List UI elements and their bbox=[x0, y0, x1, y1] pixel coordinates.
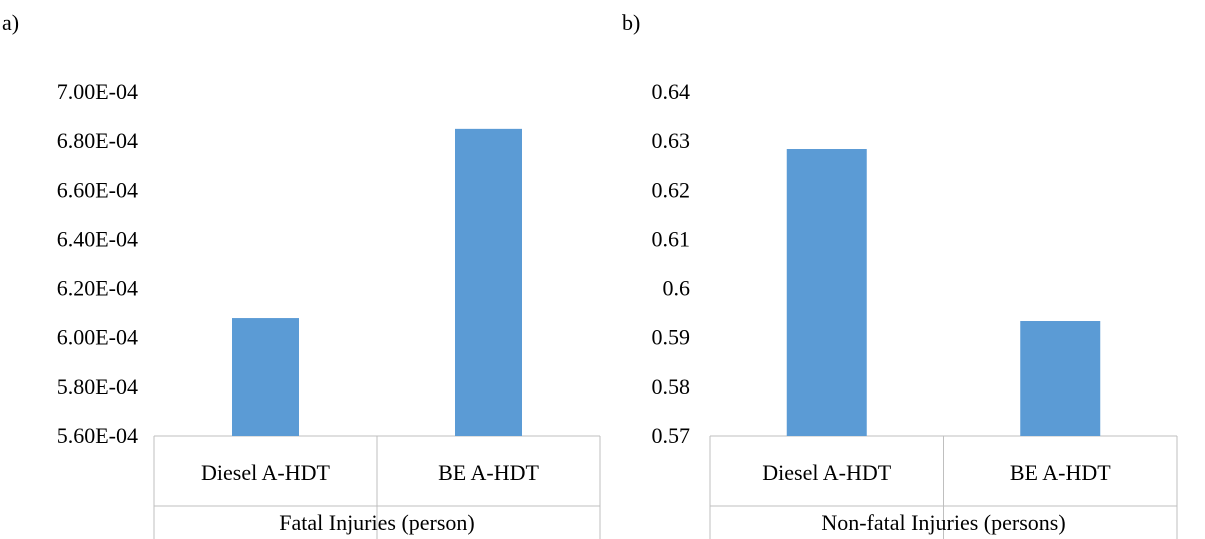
bar bbox=[786, 149, 867, 436]
category-label: BE A-HDT bbox=[438, 460, 539, 485]
category-label: Diesel A-HDT bbox=[762, 460, 891, 485]
y-tick-label: 0.61 bbox=[652, 226, 691, 251]
bar bbox=[455, 128, 522, 436]
y-tick-label: 0.64 bbox=[652, 79, 691, 104]
category-label: BE A-HDT bbox=[1010, 460, 1111, 485]
bar bbox=[1020, 321, 1101, 436]
y-tick-label: 6.00E-04 bbox=[57, 325, 138, 350]
y-tick-label: 0.59 bbox=[652, 325, 691, 350]
panel-label-b: b) bbox=[622, 10, 640, 35]
y-tick-label: 0.58 bbox=[652, 374, 691, 399]
y-tick-label: 0.6 bbox=[663, 276, 691, 301]
x-axis-title: Fatal Injuries (person) bbox=[279, 510, 475, 535]
y-tick-label: 6.20E-04 bbox=[57, 276, 138, 301]
chart-panel-a: a) 5.60E-04 5.80E-04 6.00E-04 6.20E-04 6.40E… bbox=[2, 10, 601, 539]
chart-panel-b: b) 0.57 0.58 0.59 0.6 0.61 0.62 0.63 0.64 Diesel… bbox=[622, 10, 1178, 539]
y-tick-label: 7.00E-04 bbox=[57, 79, 138, 104]
x-axis-title: Non-fatal Injuries (persons) bbox=[821, 510, 1065, 535]
category-label: Diesel A-HDT bbox=[201, 460, 330, 485]
y-tick-label: 5.80E-04 bbox=[57, 374, 138, 399]
y-tick-label: 6.80E-04 bbox=[57, 128, 138, 153]
y-tick-label: 6.40E-04 bbox=[57, 226, 138, 251]
y-tick-label: 0.57 bbox=[652, 423, 691, 448]
y-tick-label: 5.60E-04 bbox=[57, 423, 138, 448]
y-tick-label: 0.62 bbox=[652, 177, 691, 202]
y-tick-label: 6.60E-04 bbox=[57, 177, 138, 202]
y-tick-label: 0.63 bbox=[652, 128, 691, 153]
panel-label-a: a) bbox=[2, 10, 19, 35]
bar bbox=[232, 318, 299, 436]
